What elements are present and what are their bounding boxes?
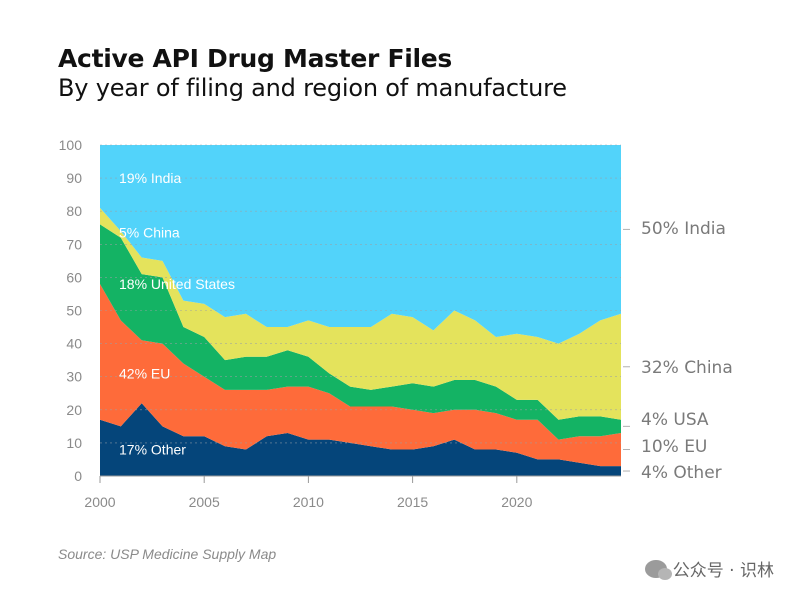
x-tick-label: 2000 xyxy=(84,494,115,510)
area-united-states xyxy=(100,224,621,440)
end-label-india: 50% India xyxy=(641,219,726,239)
inline-label-china: 5% China xyxy=(119,225,180,241)
inline-label-united-states: 18% United States xyxy=(119,276,235,292)
inline-label-layer: 19% India 5% China 18% United States 42% EU… xyxy=(119,170,235,457)
end-label-other: 4% Other xyxy=(641,463,722,483)
y-tick-label: 20 xyxy=(66,402,82,418)
end-label-china: 32% China xyxy=(641,358,733,378)
y-tick-label: 30 xyxy=(66,369,82,385)
inline-label-eu: 42% EU xyxy=(119,365,170,381)
x-tick-label: 2010 xyxy=(293,494,324,510)
chart-subtitle: By year of filing and region of manufact… xyxy=(58,74,567,102)
end-label-layer: 50% India 32% China 4% USA 10% EU 4% Other xyxy=(623,219,733,483)
x-tick-label: 2005 xyxy=(189,494,220,510)
watermark-text: 公众号 · 识林 xyxy=(672,561,774,581)
inline-label-india: 19% India xyxy=(119,170,181,186)
x-tick-label: 2015 xyxy=(397,494,428,510)
y-tick-label: 100 xyxy=(59,137,83,153)
y-tick-label: 40 xyxy=(66,336,82,352)
x-axis: 2000 2005 2010 2015 2020 xyxy=(84,476,533,510)
wechat-icon xyxy=(644,559,672,580)
end-label-eu: 10% EU xyxy=(641,437,707,457)
y-tick-label: 70 xyxy=(66,236,82,252)
y-tick-label: 90 xyxy=(66,170,82,186)
y-tick-label: 10 xyxy=(66,435,82,451)
source-note: Source: USP Medicine Supply Map xyxy=(58,546,277,562)
watermark: 公众号 · 识林 xyxy=(644,556,774,581)
y-tick-label: 50 xyxy=(66,303,82,319)
chart-title: Active API Drug Master Files xyxy=(58,44,453,73)
inline-label-other: 17% Other xyxy=(119,442,186,458)
grid-layer xyxy=(100,144,621,477)
x-tick-label: 2020 xyxy=(501,494,532,510)
y-axis: 0 10 20 30 40 50 60 70 80 90 100 xyxy=(59,137,83,484)
y-tick-label: 60 xyxy=(66,269,82,285)
y-tick-label: 80 xyxy=(66,203,82,219)
area-other xyxy=(100,403,621,476)
area-china xyxy=(100,207,621,420)
area-eu xyxy=(100,284,621,467)
end-label-united-states: 4% USA xyxy=(641,410,709,430)
y-tick-label: 0 xyxy=(74,468,82,484)
